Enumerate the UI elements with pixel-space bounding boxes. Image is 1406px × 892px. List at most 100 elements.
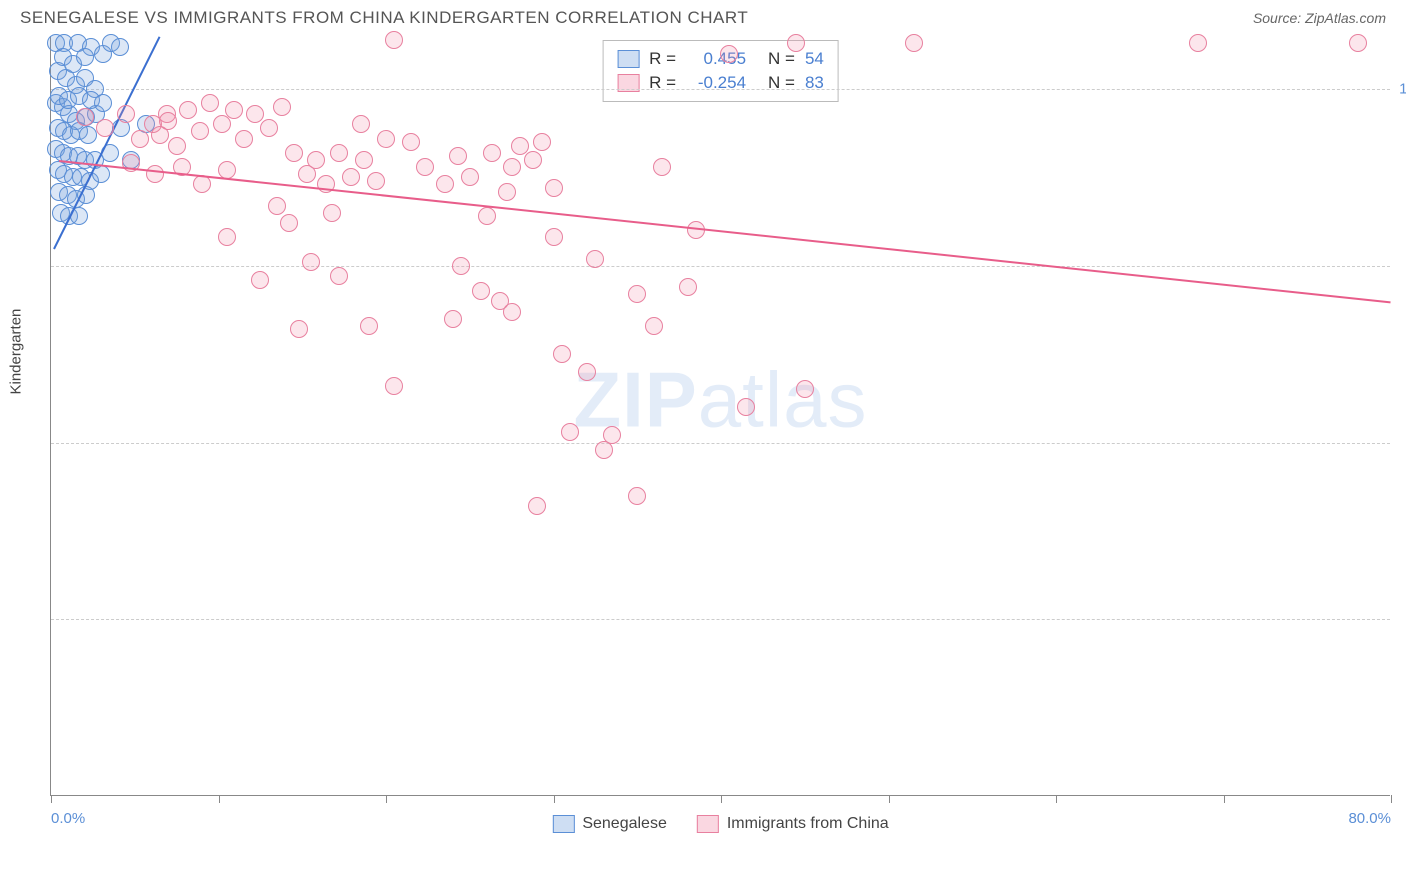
- gridline: [51, 619, 1390, 620]
- data-point: [273, 98, 291, 116]
- data-point: [323, 204, 341, 222]
- data-point: [524, 151, 542, 169]
- x-tick: [721, 795, 722, 803]
- data-point: [402, 133, 420, 151]
- data-point: [385, 377, 403, 395]
- series-legend: Senegalese Immigrants from China: [552, 815, 888, 833]
- x-tick: [889, 795, 890, 803]
- data-point: [449, 147, 467, 165]
- data-point: [280, 214, 298, 232]
- data-point: [290, 320, 308, 338]
- data-point: [193, 175, 211, 193]
- data-point: [478, 207, 496, 225]
- data-point: [452, 257, 470, 275]
- x-tick: [554, 795, 555, 803]
- y-tick-label: 85.0%: [1395, 611, 1406, 628]
- gridline: [51, 266, 1390, 267]
- chart-source: Source: ZipAtlas.com: [1253, 10, 1386, 26]
- legend-item: Senegalese: [552, 815, 667, 833]
- data-point: [628, 487, 646, 505]
- data-point: [146, 165, 164, 183]
- legend-swatch: [697, 815, 719, 833]
- data-point: [159, 112, 177, 130]
- data-point: [472, 282, 490, 300]
- data-point: [377, 130, 395, 148]
- data-point: [79, 126, 97, 144]
- data-point: [545, 228, 563, 246]
- data-point: [131, 130, 149, 148]
- data-point: [179, 101, 197, 119]
- chart-title: SENEGALESE VS IMMIGRANTS FROM CHINA KIND…: [20, 8, 748, 28]
- data-point: [360, 317, 378, 335]
- data-point: [416, 158, 434, 176]
- data-point: [720, 45, 738, 63]
- data-point: [905, 34, 923, 52]
- data-point: [679, 278, 697, 296]
- data-point: [218, 228, 236, 246]
- x-tick: [219, 795, 220, 803]
- data-point: [367, 172, 385, 190]
- chart-plot-area: Kindergarten ZIPatlas R =0.455N =54R =-0…: [50, 36, 1390, 796]
- data-point: [444, 310, 462, 328]
- data-point: [352, 115, 370, 133]
- data-point: [76, 48, 94, 66]
- x-tick: [386, 795, 387, 803]
- data-point: [461, 168, 479, 186]
- data-point: [578, 363, 596, 381]
- data-point: [628, 285, 646, 303]
- gridline: [51, 443, 1390, 444]
- x-tick-label: 0.0%: [51, 810, 85, 827]
- data-point: [251, 271, 269, 289]
- data-point: [117, 105, 135, 123]
- data-point: [511, 137, 529, 155]
- y-tick-label: 100.0%: [1395, 81, 1406, 98]
- legend-item: Immigrants from China: [697, 815, 889, 833]
- data-point: [385, 31, 403, 49]
- legend-label: Senegalese: [582, 815, 667, 833]
- data-point: [330, 144, 348, 162]
- data-point: [796, 380, 814, 398]
- data-point: [285, 144, 303, 162]
- x-tick: [51, 795, 52, 803]
- data-point: [586, 250, 604, 268]
- legend-swatch: [617, 50, 639, 68]
- data-point: [503, 303, 521, 321]
- data-point: [737, 398, 755, 416]
- data-point: [168, 137, 186, 155]
- data-point: [191, 122, 209, 140]
- x-tick: [1056, 795, 1057, 803]
- data-point: [483, 144, 501, 162]
- y-tick-label: 95.0%: [1395, 257, 1406, 274]
- watermark-rest: atlas: [698, 356, 868, 444]
- data-point: [225, 101, 243, 119]
- data-point: [307, 151, 325, 169]
- n-value: 54: [805, 49, 824, 69]
- x-tick-label: 80.0%: [1348, 810, 1391, 827]
- data-point: [653, 158, 671, 176]
- data-point: [330, 267, 348, 285]
- data-point: [302, 253, 320, 271]
- legend-swatch: [552, 815, 574, 833]
- data-point: [246, 105, 264, 123]
- data-point: [787, 34, 805, 52]
- data-point: [1349, 34, 1367, 52]
- data-point: [533, 133, 551, 151]
- data-point: [76, 108, 94, 126]
- data-point: [503, 158, 521, 176]
- data-point: [1189, 34, 1207, 52]
- gridline: [51, 89, 1390, 90]
- x-tick: [1224, 795, 1225, 803]
- y-tick-label: 90.0%: [1395, 434, 1406, 451]
- y-axis-label: Kindergarten: [8, 308, 25, 394]
- data-point: [498, 183, 516, 201]
- data-point: [260, 119, 278, 137]
- data-point: [553, 345, 571, 363]
- data-point: [645, 317, 663, 335]
- data-point: [342, 168, 360, 186]
- x-tick: [1391, 795, 1392, 803]
- n-label: N =: [768, 49, 795, 69]
- data-point: [235, 130, 253, 148]
- r-label: R =: [649, 49, 676, 69]
- legend-row: R =-0.254N =83: [617, 71, 824, 95]
- data-point: [201, 94, 219, 112]
